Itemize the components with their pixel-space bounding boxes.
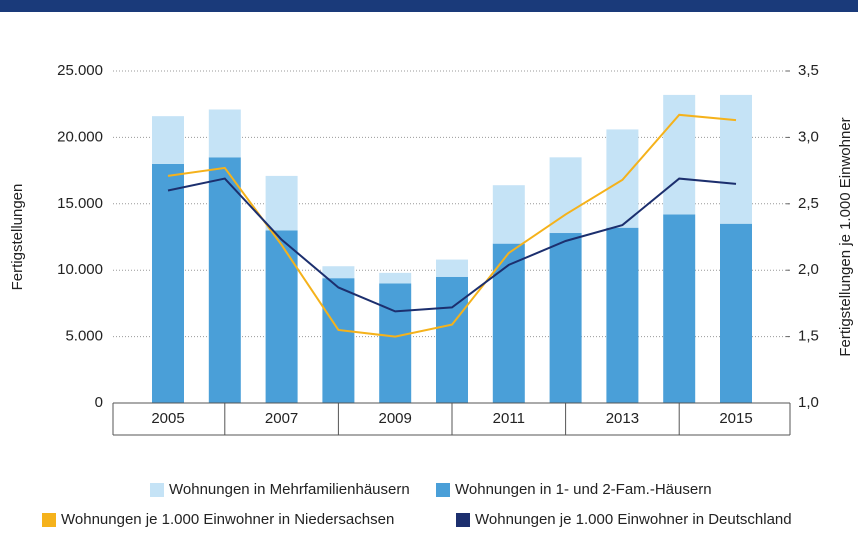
y-tick-label: 10.000 — [57, 261, 103, 278]
y-axis-title: Fertigstellungen — [9, 184, 26, 291]
y-tick-label: 20.000 — [57, 128, 103, 145]
bar — [606, 227, 639, 403]
header-bar — [0, 0, 858, 12]
bar — [549, 233, 582, 403]
bar — [492, 243, 525, 403]
y-tick-label: 15.000 — [57, 195, 103, 212]
y2-tick-label: 1,0 — [798, 394, 819, 411]
x-tick-label: 2007 — [265, 410, 298, 427]
bar — [208, 157, 241, 403]
bar — [663, 214, 696, 403]
legend-label: Wohnungen je 1.000 Einwohner in Niedersa… — [61, 511, 394, 528]
bar — [720, 223, 752, 403]
bar — [152, 116, 184, 164]
y2-tick-label: 3,0 — [798, 128, 819, 145]
bar — [208, 109, 241, 158]
y-tick-label: 0 — [95, 394, 103, 411]
bar — [265, 175, 298, 231]
x-tick-label: 2011 — [493, 410, 525, 427]
legend-label: Wohnungen je 1.000 Einwohner in Deutschl… — [475, 511, 792, 528]
legend-swatch — [150, 483, 164, 497]
legend-swatch — [436, 483, 450, 497]
x-tick-label: 2015 — [719, 410, 752, 427]
bar — [152, 163, 184, 403]
bar — [265, 230, 298, 403]
legend-label: Wohnungen in Mehrfamilienhäusern — [169, 481, 410, 498]
y2-axis-title: Fertigstellungen je 1.000 Einwohner — [837, 117, 854, 356]
bar — [663, 94, 696, 215]
bar — [322, 266, 355, 279]
y2-tick-label: 3,5 — [798, 62, 819, 79]
bar — [436, 259, 468, 277]
bar — [436, 276, 468, 403]
y-tick-label: 25.000 — [57, 62, 103, 79]
line — [167, 177, 737, 313]
bar — [379, 272, 412, 284]
x-tick-label: 2013 — [606, 410, 639, 427]
bar — [549, 157, 582, 234]
y-tick-label: 5.000 — [65, 328, 103, 345]
x-tick-label: 2005 — [151, 410, 184, 427]
legend-swatch — [456, 513, 470, 527]
y2-tick-label: 1,5 — [798, 328, 819, 345]
y2-tick-label: 2,0 — [798, 261, 819, 278]
bar — [379, 283, 412, 403]
bar — [720, 94, 752, 224]
bar — [492, 185, 525, 244]
bar — [322, 278, 355, 403]
y2-tick-label: 2,5 — [798, 195, 819, 212]
legend-label: Wohnungen in 1- und 2-Fam.-Häusern — [455, 481, 712, 498]
legend-swatch — [42, 513, 56, 527]
x-tick-label: 2009 — [379, 410, 412, 427]
